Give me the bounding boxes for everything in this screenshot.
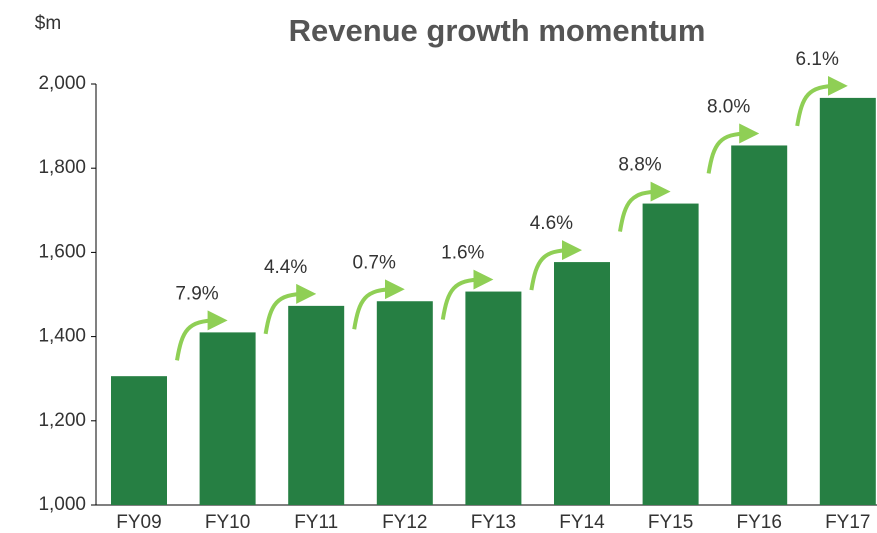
- y-tick-label: 2,000: [38, 73, 86, 94]
- growth-arrow: [175, 310, 228, 361]
- y-tick-label: 1,600: [38, 241, 86, 262]
- bar: [288, 305, 345, 505]
- growth-arrow: [618, 181, 671, 232]
- growth-arrow: [440, 269, 494, 320]
- growth-label: 6.1%: [796, 49, 839, 70]
- growth-label: 8.8%: [618, 155, 661, 176]
- bar: [642, 203, 699, 505]
- x-tick-label: FY11: [294, 512, 338, 533]
- growth-arrow: [263, 283, 317, 335]
- bar: [819, 97, 876, 505]
- y-tick-label: 1,400: [38, 326, 86, 347]
- x-tick-label: FY09: [116, 512, 161, 533]
- bar: [554, 262, 610, 505]
- bar: [111, 376, 167, 505]
- x-tick-label: FY12: [382, 512, 427, 533]
- x-tick-label: FY15: [648, 512, 693, 533]
- growth-label: 0.7%: [353, 252, 396, 273]
- growth-label: 1.6%: [441, 243, 484, 264]
- x-tick-label: FY10: [205, 512, 250, 533]
- y-unit: $m: [35, 13, 61, 34]
- bar: [376, 301, 433, 505]
- growth-arrow: [795, 75, 848, 127]
- growth-label: 7.9%: [175, 283, 218, 304]
- bar: [199, 332, 256, 505]
- x-tick-label: FY14: [559, 512, 605, 533]
- growth-arrow: [706, 123, 760, 174]
- growth-arrow: [529, 240, 582, 291]
- chart-title: Revenue growth momentum: [289, 13, 706, 48]
- growth-label: 4.6%: [530, 213, 573, 234]
- y-tick-label: 1,200: [38, 410, 86, 431]
- growth-label: 8.0%: [707, 96, 750, 117]
- x-tick-label: FY17: [825, 512, 870, 533]
- x-tick-label: FY16: [736, 512, 781, 533]
- bar: [731, 145, 788, 505]
- y-tick-label: 1,800: [38, 157, 86, 178]
- growth-label: 4.4%: [264, 257, 307, 278]
- growth-arrow: [352, 279, 405, 330]
- x-tick-label: FY13: [471, 512, 516, 533]
- bar: [465, 291, 522, 505]
- y-tick-label: 1,000: [38, 494, 86, 515]
